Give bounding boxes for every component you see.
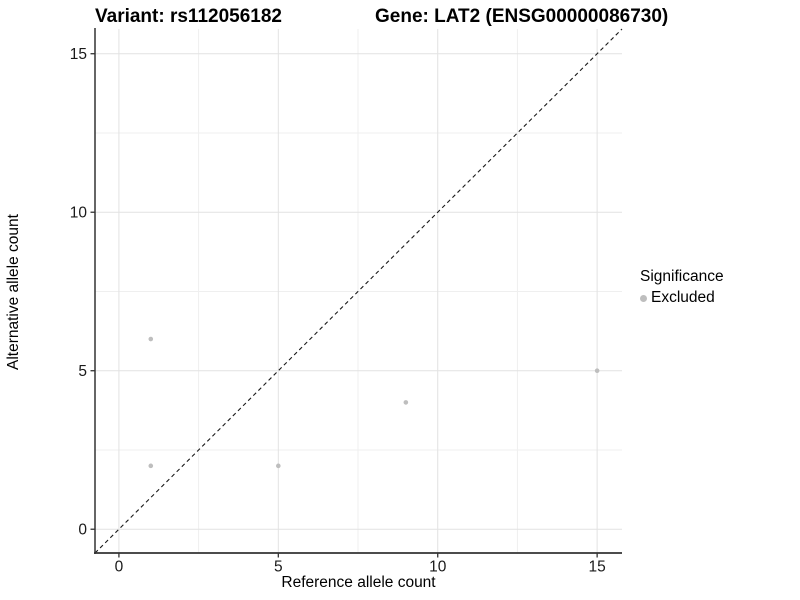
legend-point-icon [640, 294, 647, 302]
y-axis-title: Alternative allele count [5, 214, 22, 370]
x-tick-label: 15 [589, 559, 606, 576]
legend-item-label: Excluded [651, 289, 715, 306]
y-tick-label: 0 [78, 522, 87, 539]
data-point [594, 368, 600, 374]
legend-title: Significance [640, 268, 724, 285]
plot-title-variant: Variant: rs112056182 [95, 6, 282, 27]
y-tick-label: 10 [70, 205, 88, 222]
data-point [148, 336, 154, 342]
legend-item-excluded: Excluded [640, 289, 724, 307]
data-point [148, 463, 154, 469]
x-axis-title: Reference allele count [281, 574, 436, 591]
x-tick-label: 5 [274, 559, 283, 576]
data-point [403, 400, 409, 405]
x-tick-label: 0 [115, 559, 124, 576]
identity-line [94, 28, 623, 554]
data-point [276, 463, 281, 469]
x-tick-label: 10 [429, 559, 447, 576]
legend: Significance Excluded [640, 268, 724, 307]
y-tick-label: 5 [78, 363, 87, 380]
y-tick-label: 15 [70, 46, 87, 63]
plot-title-gene: Gene: LAT2 (ENSG00000086730) [375, 6, 669, 27]
